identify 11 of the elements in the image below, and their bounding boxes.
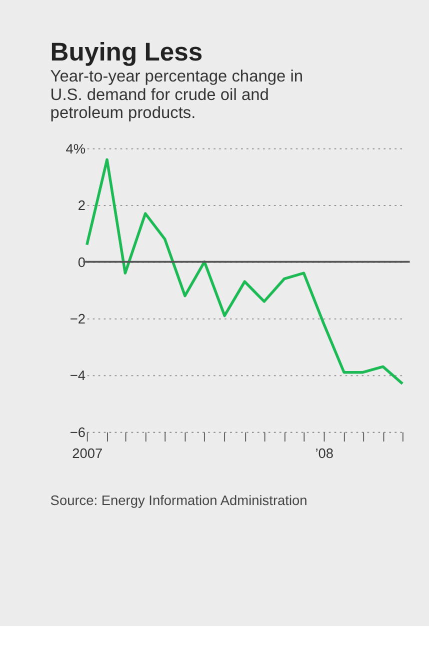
chart-subtitle: Year-to-year percentage change in U.S. demand for crude oil and petroleum products. xyxy=(50,68,304,122)
x-tick-label: 2007 xyxy=(72,446,103,461)
y-tick-label: −4 xyxy=(70,368,86,384)
source-note: Source: Energy Information Administration xyxy=(50,493,308,508)
line-series xyxy=(86,158,404,386)
x-tick-label: ’08 xyxy=(315,446,334,461)
y-tick-label: −6 xyxy=(70,424,86,440)
y-tick-label: −2 xyxy=(70,312,86,327)
y-tick-label: 2 xyxy=(78,198,86,214)
y-tick-label: 4% xyxy=(66,141,86,156)
chart-title: Buying Less xyxy=(50,38,203,67)
